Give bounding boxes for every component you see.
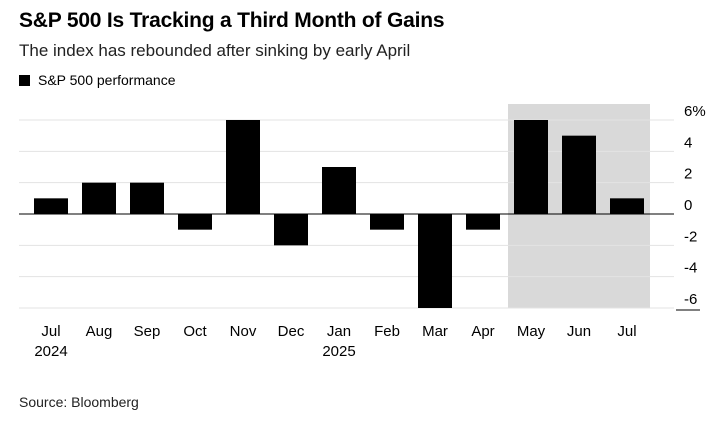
x-year-label: 2025 xyxy=(322,343,355,360)
bar xyxy=(274,214,308,246)
y-tick-label: 4 xyxy=(684,134,692,151)
bar xyxy=(370,214,404,230)
y-tick-label: 2 xyxy=(684,166,692,183)
legend: S&P 500 performance xyxy=(19,72,176,88)
y-tick-label: 6% xyxy=(684,103,706,120)
x-year-label: 2024 xyxy=(34,343,67,360)
x-tick-label: Aug xyxy=(86,323,113,340)
chart-subtitle: The index has rebounded after sinking by… xyxy=(19,41,411,60)
x-tick-label: Dec xyxy=(278,323,305,340)
bar xyxy=(34,198,68,214)
x-tick-label: Jul xyxy=(617,323,636,340)
x-tick-label: Oct xyxy=(183,323,207,340)
bar xyxy=(610,198,644,214)
x-tick-label: Feb xyxy=(374,323,400,340)
bar xyxy=(130,182,164,214)
x-tick-label: Mar xyxy=(422,323,448,340)
bar xyxy=(82,182,116,214)
legend-label: S&P 500 performance xyxy=(38,72,176,88)
chart-title: S&P 500 Is Tracking a Third Month of Gai… xyxy=(19,9,445,32)
y-tick-label: -4 xyxy=(684,260,697,277)
x-tick-label: Jun xyxy=(567,323,591,340)
bar xyxy=(562,135,596,214)
x-tick-label: Jan xyxy=(327,323,351,340)
bar xyxy=(226,120,260,214)
source-note: Source: Bloomberg xyxy=(19,394,139,410)
y-tick-label: 0 xyxy=(684,197,692,214)
x-tick-label: Jul xyxy=(41,323,60,340)
bar xyxy=(322,167,356,214)
x-tick-label: Sep xyxy=(134,323,161,340)
bar xyxy=(466,214,500,230)
bar xyxy=(514,120,548,214)
bar xyxy=(418,214,452,308)
bar xyxy=(178,214,212,230)
x-tick-label: Apr xyxy=(471,323,494,340)
y-tick-label: -2 xyxy=(684,228,697,245)
y-tick-label: -6 xyxy=(684,291,697,308)
x-tick-label: Nov xyxy=(230,323,257,340)
x-tick-label: May xyxy=(517,323,546,340)
legend-swatch xyxy=(19,74,30,86)
